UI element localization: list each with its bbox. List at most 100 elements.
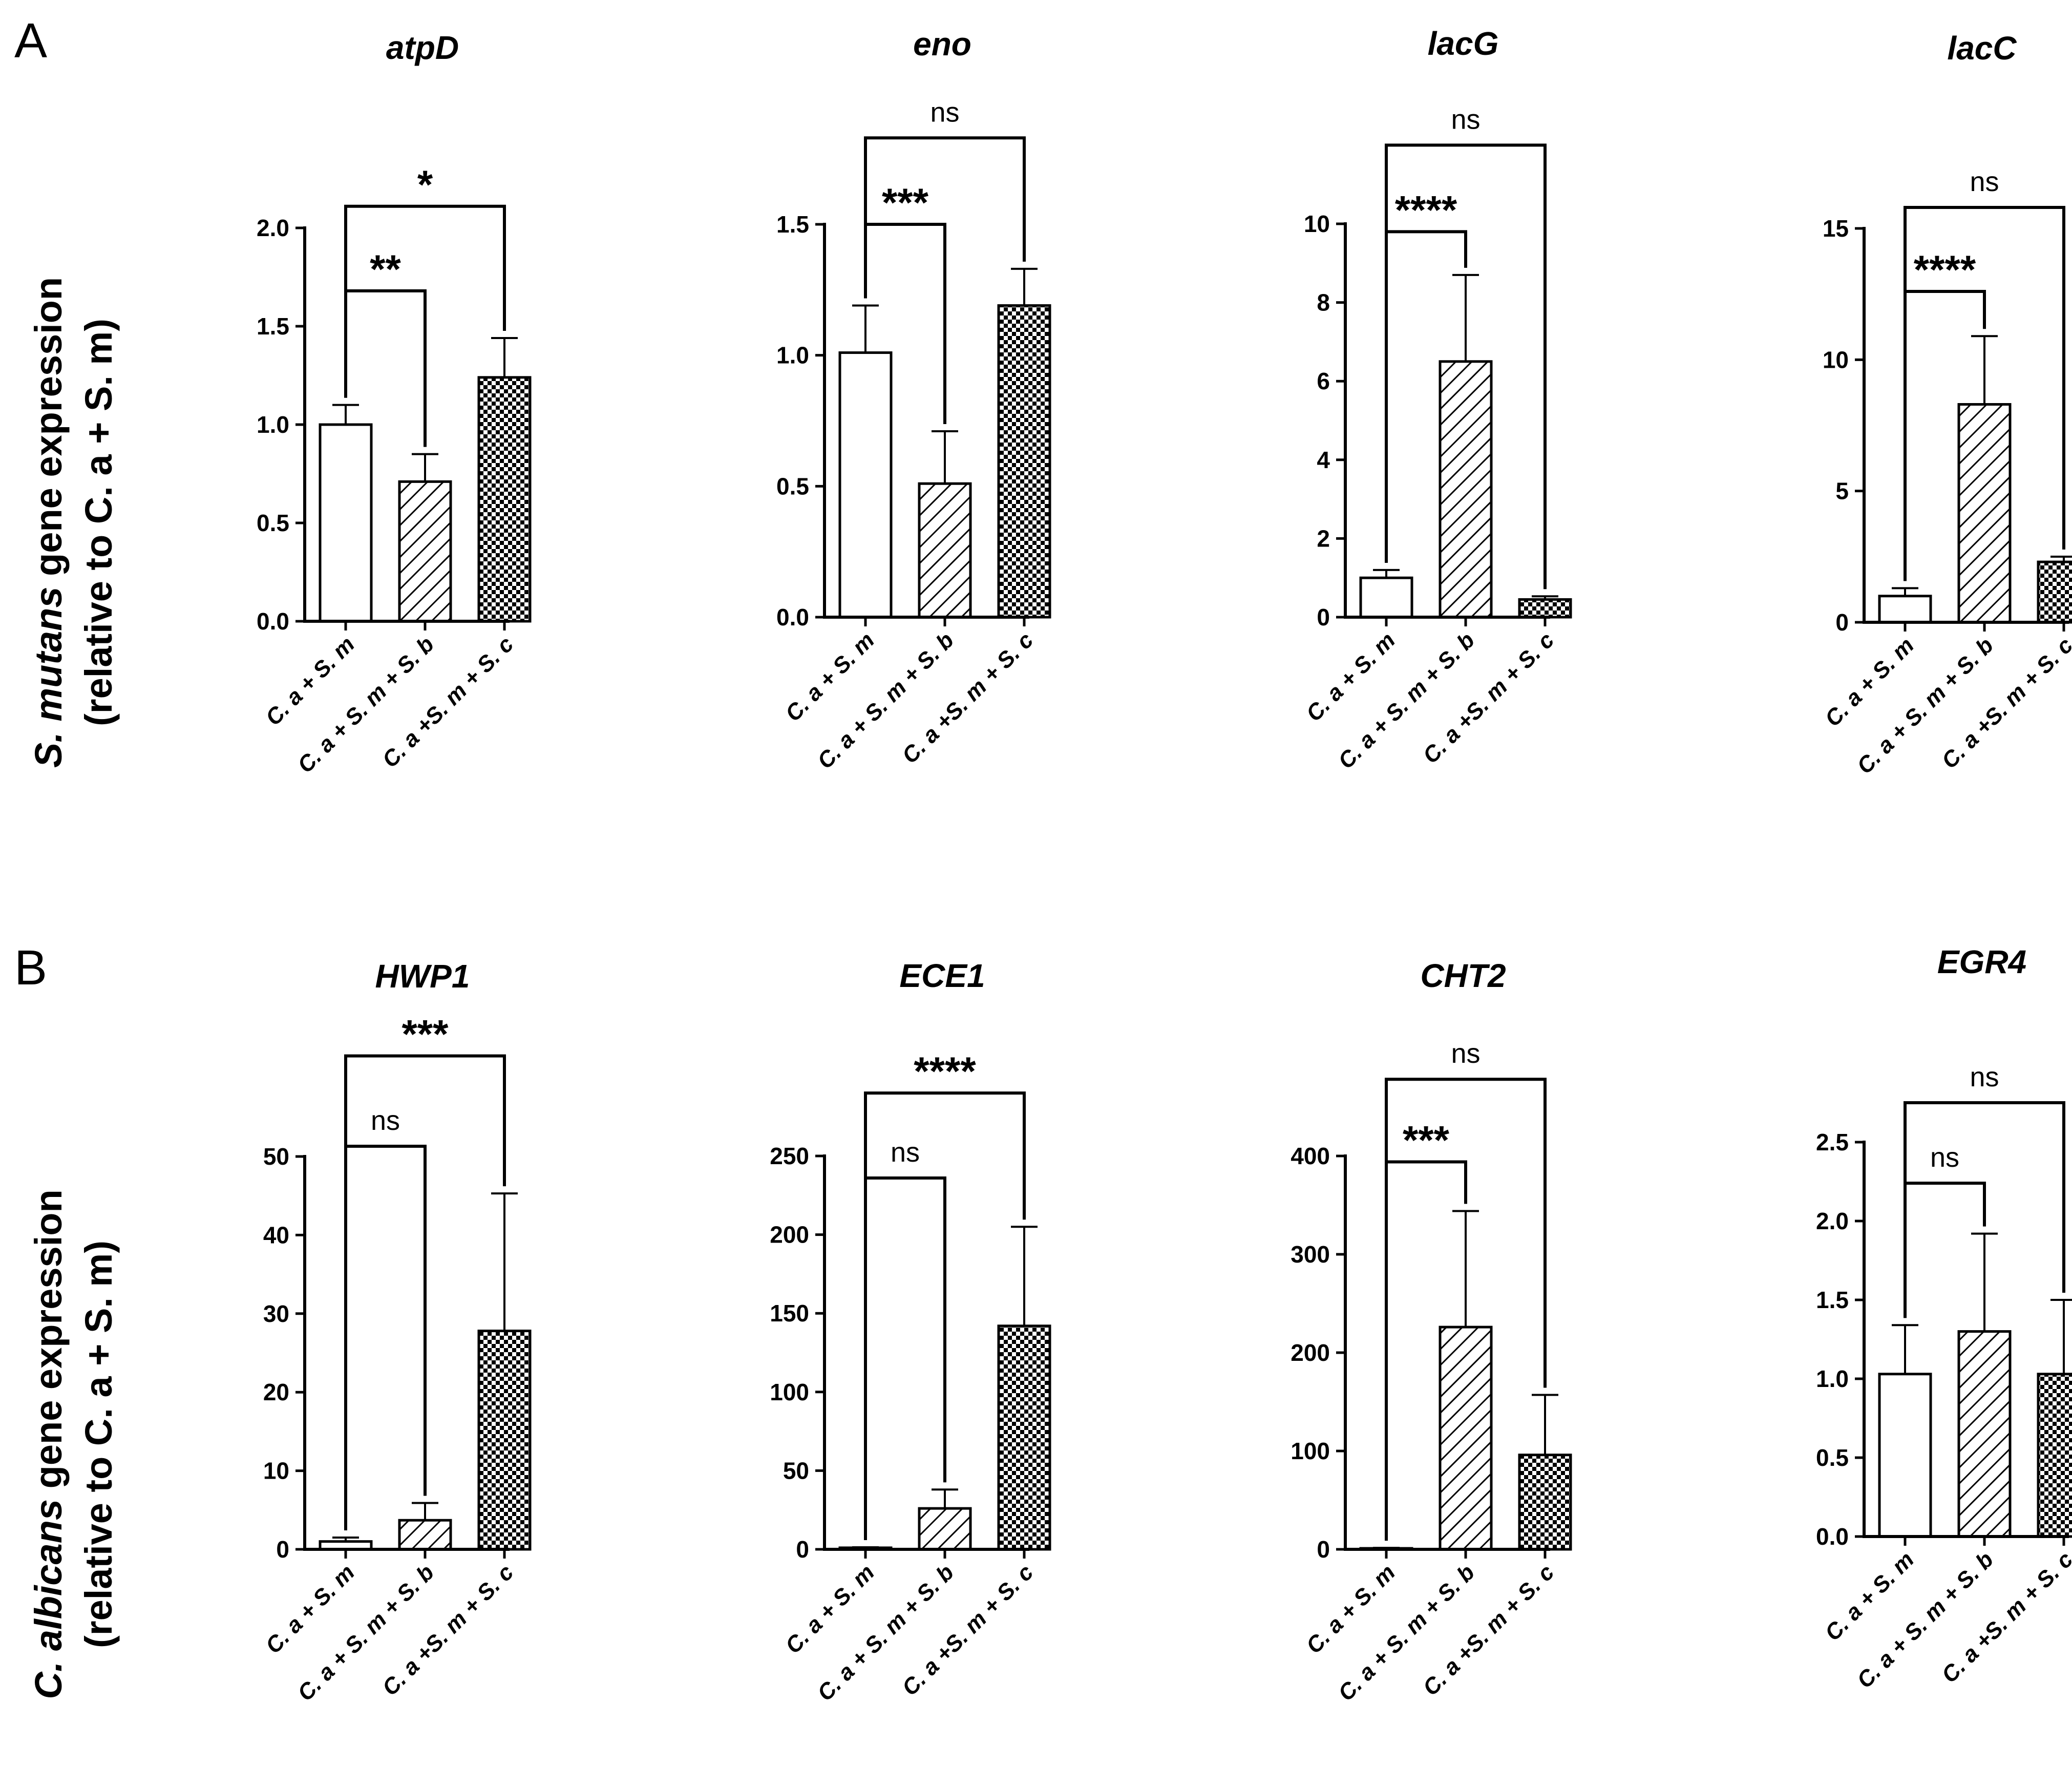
ylabel-b-rest: gene expression — [27, 1189, 70, 1499]
category-label: C. a + S. m + S. b — [293, 1560, 439, 1706]
significance-label: ns — [1970, 1062, 1999, 1092]
ylabel-a-line1: S. mutans gene expression — [27, 277, 70, 768]
significance-bracket — [864, 1176, 946, 1541]
bar-3 — [997, 304, 1051, 619]
significance-label: ns — [1451, 1038, 1480, 1069]
category-label: C. a + S. m + S. b — [1852, 1547, 1998, 1693]
bar-3 — [997, 1324, 1051, 1551]
category-label: C. a +S. m + S. c — [1418, 1560, 1559, 1700]
y-tick-label: 20 — [263, 1379, 289, 1405]
panel-letter-a: A — [14, 13, 47, 68]
significance-label: ns — [891, 1137, 920, 1168]
category-label: C. a + S. m + S. b — [813, 627, 959, 773]
y-tick-label: 50 — [783, 1457, 809, 1484]
significance-label: *** — [1403, 1118, 1450, 1163]
y-tick-label: 1.0 — [776, 342, 809, 369]
significance-label: ns — [930, 97, 959, 128]
y-tick-label: 0 — [276, 1536, 289, 1563]
bar-1 — [1878, 595, 1932, 624]
chart-title: HWP1 — [375, 958, 470, 995]
bar-3 — [1518, 598, 1572, 619]
y-tick-label: 0 — [1317, 1536, 1330, 1563]
significance-bracket — [344, 1145, 427, 1530]
y-tick-label: 0 — [796, 1536, 809, 1563]
bar-3 — [477, 376, 532, 623]
bar-1 — [1359, 576, 1413, 619]
y-tick-label: 6 — [1317, 368, 1330, 394]
y-tick-label: 100 — [1291, 1438, 1330, 1464]
y-tick-label: 200 — [1291, 1339, 1330, 1366]
category-label: C. a +S. m + S. c — [1418, 627, 1559, 768]
significance-label: ns — [1451, 104, 1480, 135]
y-tick-label: 250 — [770, 1143, 809, 1169]
y-tick-label: 0.5 — [776, 473, 809, 499]
significance-label: ns — [1930, 1142, 1959, 1173]
significance-bracket — [1904, 1182, 1986, 1318]
bar-2 — [1957, 403, 2012, 624]
category-label: C. a + S. m + S. b — [1852, 633, 1998, 779]
chart-title: EGR4 — [1937, 943, 2026, 980]
bar-1 — [1878, 1373, 1932, 1538]
category-label: C. a + S. m + S. b — [1334, 627, 1479, 773]
bar-1 — [319, 423, 373, 623]
y-tick-label: 1.5 — [257, 313, 289, 340]
chart-title: eno — [913, 26, 971, 62]
bar-2 — [1439, 1326, 1493, 1551]
y-tick-label: 1.0 — [257, 411, 289, 438]
significance-label: * — [417, 162, 433, 207]
y-tick-label: 400 — [1291, 1143, 1330, 1169]
significance-label: ns — [1970, 166, 1999, 197]
bar-2 — [918, 1507, 972, 1551]
ylabel-b-line2: (relative to C. a + S. m) — [77, 1240, 120, 1648]
ylabel-b-species: C. albicans — [27, 1499, 70, 1699]
y-tick-label: 150 — [770, 1300, 809, 1327]
y-tick-label: 2.5 — [1816, 1129, 1849, 1155]
category-label: C. a + S. m + S. b — [813, 1560, 959, 1706]
y-tick-label: 0 — [1835, 609, 1849, 636]
bar-3 — [477, 1330, 532, 1551]
chart-title: lacG — [1428, 25, 1499, 62]
y-tick-label: 0.0 — [1816, 1523, 1849, 1550]
significance-label: ns — [371, 1105, 400, 1136]
bar-1 — [838, 351, 893, 619]
significance-label: *** — [882, 180, 929, 225]
y-tick-label: 4 — [1317, 447, 1330, 473]
bar-3 — [1518, 1454, 1572, 1551]
y-tick-label: 10 — [263, 1458, 289, 1484]
significance-bracket — [864, 1091, 1026, 1541]
ylabel-a-species: S. mutans — [27, 586, 70, 768]
significance-label: **** — [914, 1048, 976, 1093]
significance-bracket — [864, 136, 1026, 299]
category-label: C. a +S. m + S. c — [897, 1560, 1038, 1700]
y-tick-label: 2 — [1317, 525, 1330, 552]
y-tick-label: 2.0 — [1816, 1208, 1849, 1234]
bar-2 — [918, 482, 972, 619]
significance-bracket — [344, 1054, 506, 1530]
significance-bracket — [1385, 1078, 1547, 1541]
chart-title: lacC — [1947, 30, 2017, 67]
category-label: C. a + S. m + S. b — [293, 632, 439, 777]
significance-bracket — [344, 204, 506, 398]
y-tick-label: 8 — [1317, 289, 1330, 316]
y-tick-label: 300 — [1291, 1241, 1330, 1268]
significance-bracket — [1904, 205, 2065, 581]
bar-3 — [2037, 1373, 2072, 1538]
significance-bracket — [1385, 143, 1547, 590]
y-tick-label: 0 — [1317, 604, 1330, 630]
y-tick-label: 0.0 — [776, 604, 809, 630]
ylabel-b-line1: C. albicans gene expression — [27, 1189, 70, 1699]
y-tick-label: 15 — [1823, 215, 1849, 242]
bar-2 — [398, 1519, 452, 1551]
y-tick-label: 1.5 — [1816, 1287, 1849, 1313]
bar-2 — [398, 480, 452, 623]
ylabel-a-line2: (relative to C. a + S. m) — [77, 319, 120, 726]
bar-2 — [1957, 1330, 2012, 1538]
chart-title: ECE1 — [899, 957, 985, 994]
